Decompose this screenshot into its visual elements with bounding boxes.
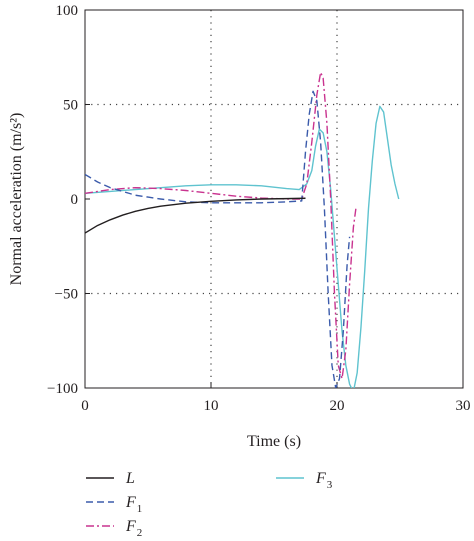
y-tick-label: 0	[71, 192, 79, 208]
legend-item-l: L	[86, 470, 135, 487]
y-tick-label: −100	[47, 381, 78, 397]
y-tick-label: 50	[63, 98, 78, 114]
legend-label: L	[125, 470, 135, 487]
legend-label: F2	[125, 518, 142, 539]
y-tick-label: 100	[56, 3, 79, 19]
series-line-l	[85, 197, 306, 234]
series-line-f2	[85, 71, 357, 380]
x-tick-label: 0	[81, 398, 89, 414]
legend-label: F3	[315, 470, 333, 491]
grid	[85, 10, 463, 388]
y-axis-label: Normal acceleration (m/s²)	[8, 113, 25, 286]
x-axis-label: Time (s)	[247, 433, 301, 450]
y-tick-label: −50	[55, 287, 78, 303]
x-tick-label: 30	[456, 398, 471, 414]
series-layer	[85, 71, 400, 388]
series-line-f1	[85, 90, 351, 388]
x-tick-label: 10	[204, 398, 219, 414]
legend-item-f1: F1	[86, 494, 142, 515]
legend: L F1 F2 F3	[86, 470, 333, 539]
x-tick-label: 20	[330, 398, 345, 414]
axis-ticks: 0 10 20 30 −100 −50 0 50 100	[47, 3, 470, 414]
legend-label: F1	[125, 494, 142, 515]
legend-item-f2: F2	[86, 518, 142, 539]
series-line-f3	[85, 105, 400, 388]
legend-item-f3: F3	[276, 470, 333, 491]
